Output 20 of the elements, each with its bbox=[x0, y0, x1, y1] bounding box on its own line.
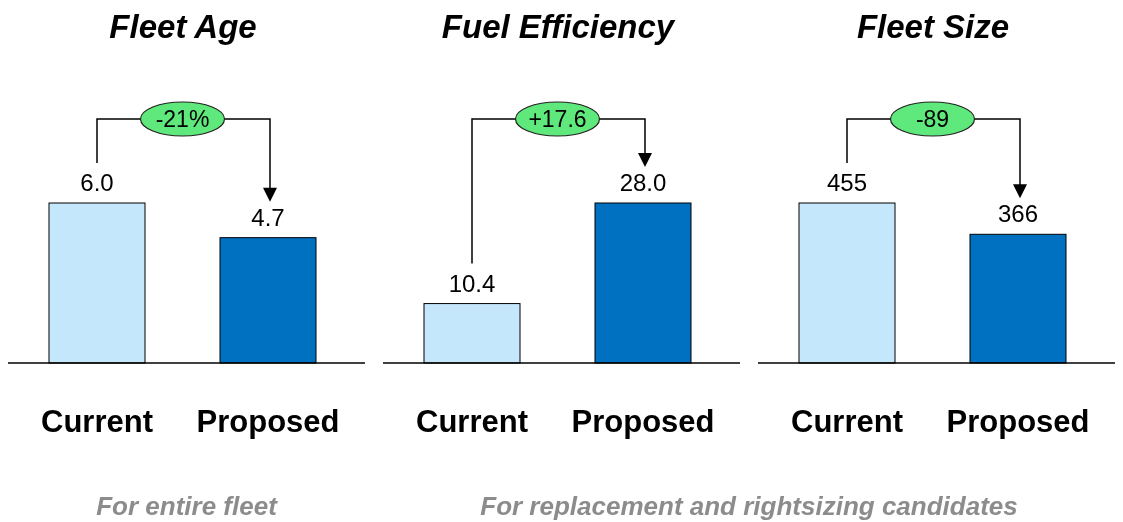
text: -89 bbox=[915, 106, 950, 132]
data-label: 4.7 bbox=[251, 203, 285, 231]
data-label: 455 bbox=[826, 169, 868, 196]
chart-title: Fleet Size bbox=[856, 8, 1010, 45]
text: For entire fleet bbox=[96, 491, 279, 521]
chart-title: Fleet Age bbox=[109, 8, 257, 45]
x-tick-label: Current bbox=[41, 404, 153, 439]
text: -21% bbox=[155, 106, 210, 132]
x-tick-label: Current bbox=[791, 404, 903, 439]
x-tick-label: Proposed bbox=[196, 404, 340, 439]
data-label: 28.0 bbox=[619, 169, 667, 196]
data-label: 6.0 bbox=[80, 169, 114, 196]
text: +17.6 bbox=[528, 106, 587, 132]
x-tick-label: Current bbox=[416, 404, 528, 439]
data-label: 10.4 bbox=[448, 269, 496, 297]
x-tick-label: Proposed bbox=[571, 404, 715, 439]
chart-title: Fuel Efficiency bbox=[441, 8, 676, 45]
text: For replacement and rightsizing candidates bbox=[480, 491, 1018, 521]
data-label: 366 bbox=[997, 200, 1039, 228]
x-tick-label: Proposed bbox=[946, 404, 1090, 439]
